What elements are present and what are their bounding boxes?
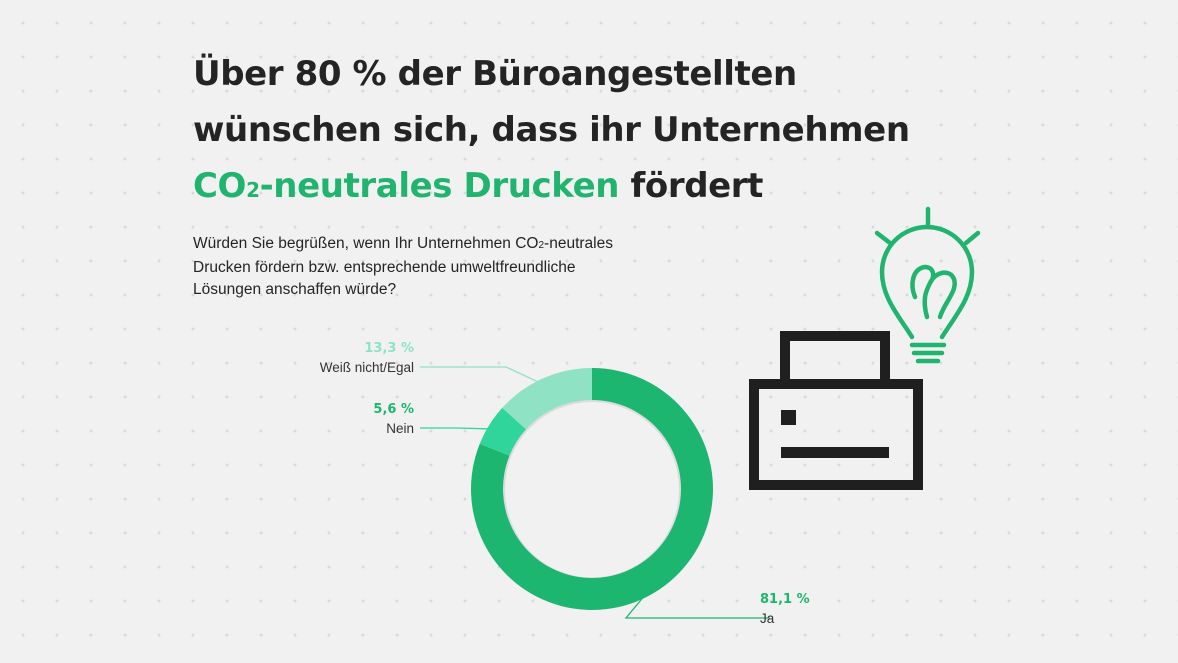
light-bulb-heart-icon	[874, 206, 981, 364]
headline-tail: fördert	[619, 166, 764, 206]
question-sub: 2	[538, 240, 545, 251]
donut-hole	[505, 402, 679, 576]
headline-line-1: Über 80 % der Büroangestellten	[193, 54, 797, 94]
survey-question: Würden Sie begrüßen, wenn Ihr Unternehme…	[193, 233, 623, 301]
printer-icon	[749, 331, 923, 490]
donut-slice-weiß-nicht-egal	[502, 368, 592, 430]
headline-accent-sub: 2	[246, 178, 260, 202]
headline-line-2: wünschen sich, dass ihr Unternehmen	[193, 110, 910, 150]
data-label-category: Ja	[760, 611, 775, 626]
printer-slot	[781, 447, 889, 458]
data-label-pct: 5,6 %	[373, 402, 414, 417]
headline-accent-rest: -neutrales Drucken	[259, 166, 620, 206]
data-label-category: Weiß nicht/Egal	[320, 360, 414, 375]
leader-line-1	[420, 427, 497, 430]
printer-bulb-illustration	[749, 206, 981, 490]
printer-indicator	[781, 410, 796, 425]
data-label-pct: 13,3 %	[364, 341, 414, 356]
data-label-category: Nein	[386, 421, 414, 436]
question-part-2: -neutrales Drucken fördern bzw. entsprec…	[193, 235, 613, 298]
question-part-1: Würden Sie begrüßen, wenn Ihr Unternehme…	[193, 235, 539, 252]
leader-line-0	[624, 582, 770, 619]
headline-accent: CO2-neutrales Drucken	[193, 166, 619, 206]
headline: Über 80 % der Büroangestellten wünschen …	[193, 46, 1013, 218]
leader-line-2	[420, 366, 547, 387]
data-label-pct: 81,1 %	[760, 592, 810, 607]
headline-accent-co: CO	[193, 166, 247, 206]
donut-slice-nein	[479, 407, 526, 456]
